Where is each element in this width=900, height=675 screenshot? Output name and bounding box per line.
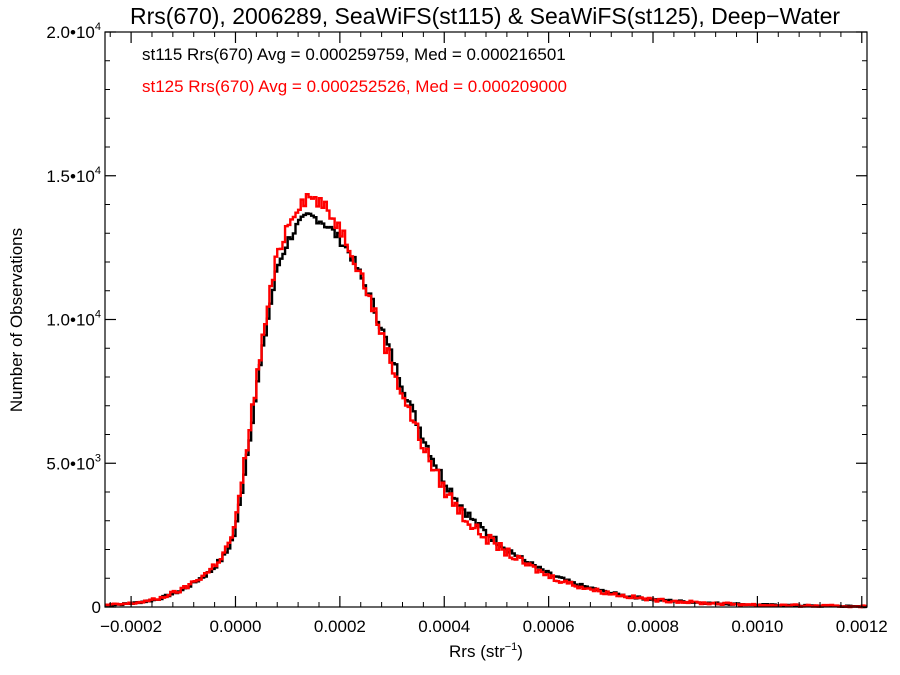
x-axis-label-text: Rrs (str (449, 642, 505, 661)
chart-title: Rrs(670), 2006289, SeaWiFS(st115) & SeaW… (130, 3, 840, 29)
x-tick-label: 0.0008 (627, 617, 679, 636)
series-st115-line (105, 212, 867, 609)
x-axis-label-suffix: ) (517, 642, 523, 661)
legend-entry-st125: st125 Rrs(670) Avg = 0.000252526, Med = … (142, 77, 567, 96)
x-tick-label: −0.0002 (100, 617, 162, 636)
x-axis-label: Rrs (str−1) (449, 641, 523, 661)
x-tick-label: 0.0010 (731, 617, 783, 636)
ticks-layer: −0.0002 0.0000 0.0002 0.0004 0.0006 0.0008 0.0… (46, 21, 887, 636)
plot-frame (104, 31, 868, 608)
y-tick-label: 1.5•104 (46, 165, 101, 186)
x-tick-label: 0.0006 (523, 617, 575, 636)
y-axis-label: Number of Observations (7, 228, 26, 412)
y-tick-label: 1.0•104 (46, 309, 101, 330)
series-st125-line (105, 192, 867, 609)
legend-entry-st115: st115 Rrs(670) Avg = 0.000259759, Med = … (142, 45, 566, 64)
x-tick-label: 0.0000 (209, 617, 261, 636)
x-axis-label-superscript: −1 (505, 641, 518, 653)
x-tick-label: 0.0002 (314, 617, 366, 636)
y-tick-label: 5.0•103 (46, 452, 101, 473)
series-layer (105, 192, 867, 609)
y-tick-label: 2.0•104 (46, 21, 101, 42)
x-tick-label: 0.0004 (418, 617, 470, 636)
x-tick-label: 0.0012 (836, 617, 888, 636)
y-tick-label: 0 (92, 598, 101, 617)
